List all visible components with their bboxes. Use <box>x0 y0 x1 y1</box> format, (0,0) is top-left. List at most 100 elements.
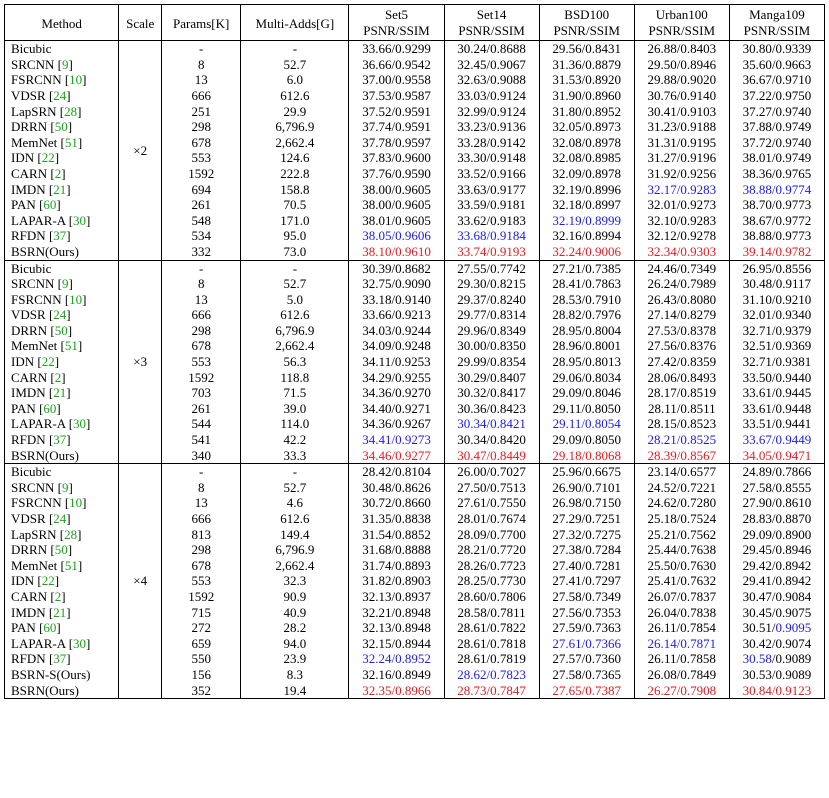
citation-link[interactable]: 50 <box>54 542 68 558</box>
ssim-value: 0.7863 <box>585 276 621 292</box>
citation-link[interactable]: 60 <box>43 197 57 213</box>
citation-link[interactable]: 24 <box>53 307 67 323</box>
separator: / <box>391 103 396 119</box>
citation-link[interactable]: 22 <box>41 573 55 589</box>
ssim-value: 0.8948 <box>395 604 431 620</box>
psnr-value: 31.82 <box>362 573 392 589</box>
separator: / <box>676 635 681 651</box>
metric-cell: 32.01/0.9273 <box>633 197 730 213</box>
separator: / <box>676 542 681 558</box>
citation-link[interactable]: 24 <box>53 511 67 526</box>
psnr-value: 28.83 <box>742 511 772 526</box>
method-cell: PAN [60] <box>3 620 119 636</box>
separator: / <box>581 604 586 620</box>
metric-cell: 34.36/0.9270 <box>348 385 445 401</box>
separator: / <box>676 243 681 259</box>
separator: / <box>581 228 586 244</box>
citation-link[interactable]: 37 <box>53 432 67 448</box>
citation-link[interactable]: 28 <box>64 526 78 542</box>
citation-link[interactable]: 10 <box>69 72 83 88</box>
citation-link[interactable]: 24 <box>53 87 67 103</box>
params-cell: 156 <box>161 666 241 683</box>
metric-cell: 34.36/0.9267 <box>348 416 445 433</box>
citation-link[interactable]: 22 <box>41 150 55 166</box>
citation-link[interactable]: 2 <box>54 369 62 385</box>
psnr-value: 32.15 <box>362 635 392 651</box>
ssim-value: 0.8960 <box>585 87 621 103</box>
citation-link[interactable]: 21 <box>53 181 67 197</box>
separator: / <box>581 495 586 511</box>
ssim-value: 0.7674 <box>490 511 526 526</box>
citation-link[interactable]: 30 <box>73 212 87 228</box>
metric-cell: 31.27/0.9196 <box>633 150 730 166</box>
citation-link[interactable]: 2 <box>54 165 62 181</box>
separator: / <box>771 588 776 604</box>
ssim-value: 0.9273 <box>395 432 431 448</box>
ssim-value: 0.7550 <box>490 495 526 511</box>
citation-link[interactable]: 37 <box>53 651 67 667</box>
citation-link[interactable]: 30 <box>73 416 87 432</box>
separator: / <box>771 385 776 401</box>
table-row: FSRCNN [10] 13 4.6 30.72/0.8660 27.61/0.7550… <box>3 495 826 511</box>
citation-link[interactable]: 10 <box>69 291 83 307</box>
psnr-value: 30.58 <box>742 651 772 667</box>
table-row: BSRN(Ours) 340 33.3 34.46/0.9277 30.47/0.844… <box>3 447 826 465</box>
citation-link[interactable]: 2 <box>54 588 62 604</box>
citation-link[interactable]: 50 <box>54 119 68 135</box>
psnr-value: 30.32 <box>457 385 487 401</box>
metric-cell: 37.76/0.9590 <box>348 165 445 182</box>
citation-link[interactable]: 10 <box>69 495 83 511</box>
psnr-value: 28.95 <box>552 354 582 370</box>
separator: / <box>581 620 586 636</box>
citation-link[interactable]: 21 <box>53 385 67 401</box>
citation-link[interactable]: 9 <box>61 276 69 292</box>
ssim-value: 0.9590 <box>395 165 431 181</box>
header-metric: PSNR/SSIM <box>728 22 826 42</box>
citation-link[interactable]: 51 <box>64 338 78 354</box>
metric-cell: 30.48/0.9117 <box>728 276 826 292</box>
ssim-value: 0.7837 <box>680 588 717 604</box>
metric-cell: 28.39/0.8567 <box>633 447 730 465</box>
table-row: LAPAR-A [30] 548 171.0 38.01/0.9605 33.62/0.… <box>3 212 826 229</box>
separator: / <box>771 557 776 573</box>
method-name: BSRN(Ours) <box>11 447 79 463</box>
citation-link[interactable]: 21 <box>53 604 67 620</box>
citation-link[interactable]: 9 <box>61 479 69 495</box>
metric-cell: 27.50/0.7513 <box>443 479 540 496</box>
separator: / <box>391 385 396 401</box>
separator: / <box>486 479 491 495</box>
separator: / <box>581 526 586 542</box>
separator: / <box>391 165 396 181</box>
psnr-value: 32.71 <box>742 322 772 338</box>
psnr-value: 33.67 <box>742 432 772 448</box>
citation-link[interactable]: 51 <box>64 557 78 573</box>
psnr-value: 34.05 <box>742 447 772 463</box>
citation-link[interactable]: 60 <box>43 620 57 636</box>
ssim-value: 0.7027 <box>490 464 526 480</box>
metric-cell: 30.48/0.8626 <box>348 479 445 496</box>
metric-cell: 28.42/0.8104 <box>348 463 445 480</box>
ssim-value: 0.8001 <box>585 338 621 354</box>
citation-link[interactable]: 60 <box>43 400 57 416</box>
separator: / <box>581 103 586 119</box>
separator: / <box>391 416 396 432</box>
metric-cell: 31.36/0.8879 <box>538 56 635 73</box>
metric-cell: 37.53/0.9587 <box>348 87 445 104</box>
citation-link[interactable]: 30 <box>73 635 87 651</box>
citation-link[interactable]: 28 <box>64 103 78 119</box>
metric-cell: 27.90/0.8610 <box>728 495 826 511</box>
psnr-value: 25.18 <box>647 511 677 526</box>
method-cell: BSRN(Ours) <box>3 447 119 465</box>
method-name: VDSR <box>11 511 46 526</box>
citation-link[interactable]: 37 <box>53 228 67 244</box>
separator: / <box>391 338 396 354</box>
psnr-value: 32.13 <box>362 588 392 604</box>
separator: / <box>676 666 681 682</box>
params-cell: 13 <box>161 72 241 88</box>
citation-link[interactable]: 22 <box>41 354 55 370</box>
ssim-value: 0.9369 <box>775 338 812 354</box>
citation-link[interactable]: 50 <box>54 322 68 338</box>
metric-cell: 31.54/0.8852 <box>348 526 445 543</box>
citation-link[interactable]: 9 <box>61 56 69 72</box>
citation-link[interactable]: 51 <box>64 134 78 150</box>
